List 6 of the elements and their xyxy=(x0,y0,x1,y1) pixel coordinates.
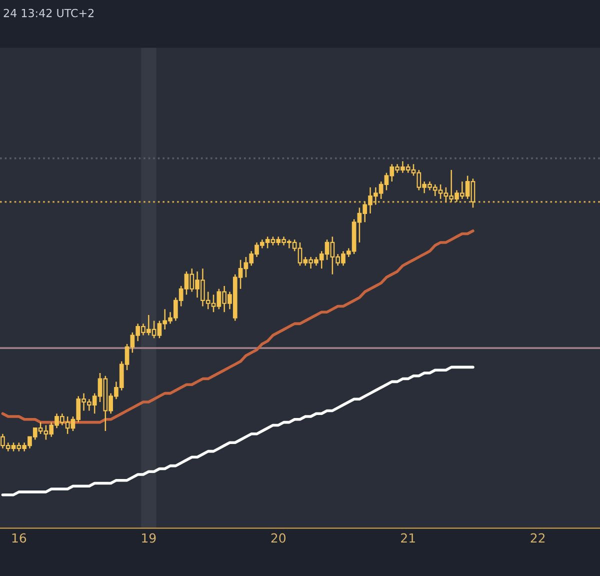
x-tick-label: 22 xyxy=(530,533,545,543)
x-tick-label: 16 xyxy=(12,533,26,543)
x-tick-label: 20 xyxy=(271,533,286,543)
x-tick-label: 21 xyxy=(401,533,415,543)
text: 24 13:42 UTC+2 xyxy=(4,8,94,18)
x-tick-label: 19 xyxy=(142,533,156,543)
